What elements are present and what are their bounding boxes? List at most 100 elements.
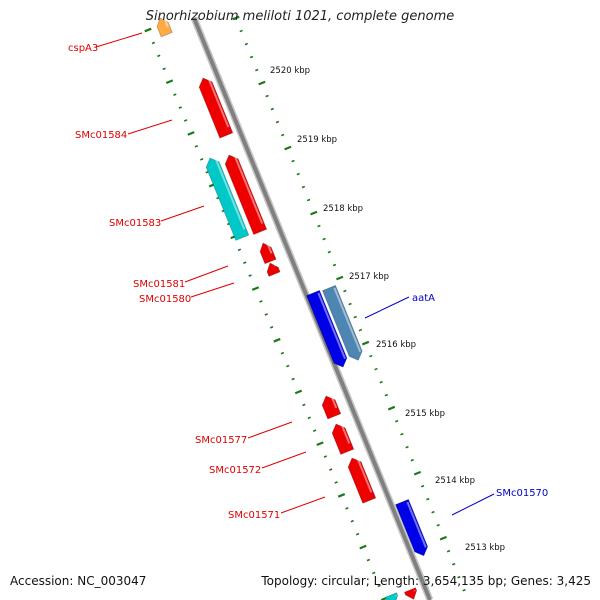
ruler-minor-tick <box>410 458 414 462</box>
leader-line <box>261 451 307 469</box>
ruler-minor-tick <box>183 119 188 122</box>
ruler-minor-tick <box>366 558 371 562</box>
gene-label-smc01581[interactable]: SMc01581 <box>133 279 185 290</box>
kbp-tick-labels: 2520 kbp 2519 kbp 2518 kbp 2517 kbp 2516 kbp… <box>270 66 505 553</box>
ruler-minor-tick <box>332 263 337 267</box>
ruler-minor-tick <box>157 54 161 58</box>
ruler-minor-tick <box>327 250 332 254</box>
ruler-minor-tick <box>259 300 263 303</box>
gene-arrow-smc01571[interactable] <box>347 457 377 504</box>
leader-line <box>280 496 326 514</box>
gene-arrow-aata[interactable] <box>305 289 348 368</box>
gene-label-smc01571[interactable]: SMc01571 <box>228 510 280 521</box>
ruler-major-tick <box>337 493 346 498</box>
gene-arrow[interactable] <box>224 154 268 236</box>
ruler-minor-tick <box>452 562 456 566</box>
ruler-minor-tick <box>420 484 425 488</box>
kbp-tick-label: 2514 kbp <box>435 476 475 486</box>
leader-line <box>127 119 173 135</box>
ruler-minor-tick <box>275 120 280 124</box>
gene-label-aata[interactable]: aatA <box>412 293 435 304</box>
gene-label-smc01577[interactable]: SMc01577 <box>195 435 247 446</box>
gene-highlight <box>266 242 273 254</box>
ruler-minor-tick <box>296 172 300 176</box>
ruler-minor-tick <box>205 170 209 174</box>
gene-highlight <box>214 157 246 230</box>
gene-label-smc01572[interactable]: SMc01572 <box>209 465 261 476</box>
genome-summary-text: Topology: circular; Length: 3,654,135 bp… <box>261 574 591 588</box>
gene-label-cspa3[interactable]: cspA3 <box>68 43 98 54</box>
ruler-minor-tick <box>350 519 354 523</box>
ruler-major-tick <box>316 441 324 447</box>
ruler-minor-tick <box>173 93 177 96</box>
gene-label-smc01570[interactable]: SMc01570 <box>496 488 548 499</box>
ruler-minor-tick <box>312 429 317 433</box>
ruler-minor-tick <box>374 367 378 371</box>
ruler-minor-tick <box>323 455 328 458</box>
accession-text: Accession: NC_003047 <box>10 574 147 588</box>
ruler-minor-tick <box>348 302 352 306</box>
ruler-major-tick <box>258 80 266 86</box>
ruler-minor-tick <box>178 106 182 109</box>
ruler-major-tick <box>232 15 240 21</box>
right-dotted-ruler <box>232 15 466 592</box>
ruler-minor-tick <box>400 432 404 436</box>
ruler-minor-tick <box>426 497 430 501</box>
ruler-minor-tick <box>255 68 259 72</box>
kbp-tick-label: 2516 kbp <box>376 340 416 350</box>
gene-highlight <box>273 262 277 267</box>
ruler-major-tick <box>187 131 195 136</box>
ruler-minor-tick <box>446 549 451 553</box>
gene-arrow-smc01577[interactable] <box>321 395 342 420</box>
leader-line <box>451 493 495 516</box>
ruler-minor-tick <box>358 328 363 332</box>
gene-highlight <box>330 395 338 409</box>
ruler-major-tick <box>359 544 367 550</box>
kbp-tick-label: 2515 kbp <box>405 409 445 419</box>
ruler-minor-tick <box>286 364 290 368</box>
ruler-minor-tick <box>395 419 399 423</box>
ruler-minor-tick <box>302 403 306 407</box>
gene-highlight <box>333 287 362 353</box>
gene-arrow-smc01570[interactable] <box>394 498 429 557</box>
gene-arrow[interactable] <box>321 284 363 361</box>
gene-arrow-smc01584[interactable] <box>198 77 234 139</box>
gene-label-smc01584[interactable]: SMc01584 <box>75 130 127 141</box>
gene-arrow-cspa3[interactable] <box>156 17 173 38</box>
ruler-minor-tick <box>372 571 376 575</box>
ruler-minor-tick <box>379 380 383 384</box>
ruler-minor-tick <box>239 29 243 33</box>
gene-arrow-smc01580[interactable] <box>266 262 281 277</box>
ruler-minor-tick <box>405 445 409 449</box>
ruler-minor-tick <box>457 575 461 579</box>
gene-arrow-smc01572[interactable] <box>331 423 355 455</box>
ruler-minor-tick <box>200 157 204 161</box>
gene-arrow[interactable] <box>384 592 399 600</box>
leader-line <box>247 421 293 439</box>
ruler-major-tick <box>273 337 281 343</box>
ruler-minor-tick <box>355 532 360 536</box>
ruler-minor-tick <box>306 198 311 202</box>
ruler-minor-tick <box>431 510 435 514</box>
gene-label-smc01583[interactable]: SMc01583 <box>109 218 161 229</box>
gene-arrow-smc01581[interactable] <box>259 242 277 265</box>
ruler-major-tick <box>439 535 448 541</box>
gene-arrow[interactable] <box>403 587 418 600</box>
gene-highlight <box>233 154 264 224</box>
gene-label-smc01580[interactable]: SMc01580 <box>139 294 191 305</box>
ruler-minor-tick <box>462 588 466 592</box>
gene-arrow-smc01583[interactable] <box>205 157 250 241</box>
gene-highlight <box>317 292 346 360</box>
ruler-minor-tick <box>329 468 333 471</box>
ruler-major-tick <box>413 470 422 476</box>
ruler-major-tick <box>284 145 292 151</box>
ruler-minor-tick <box>291 159 295 163</box>
ruler-minor-tick <box>248 274 252 277</box>
ruler-minor-tick <box>151 41 156 45</box>
leader-line <box>184 265 229 283</box>
ruler-minor-tick <box>384 393 389 397</box>
ruler-minor-tick <box>307 416 311 420</box>
ruler-major-tick <box>361 340 370 346</box>
